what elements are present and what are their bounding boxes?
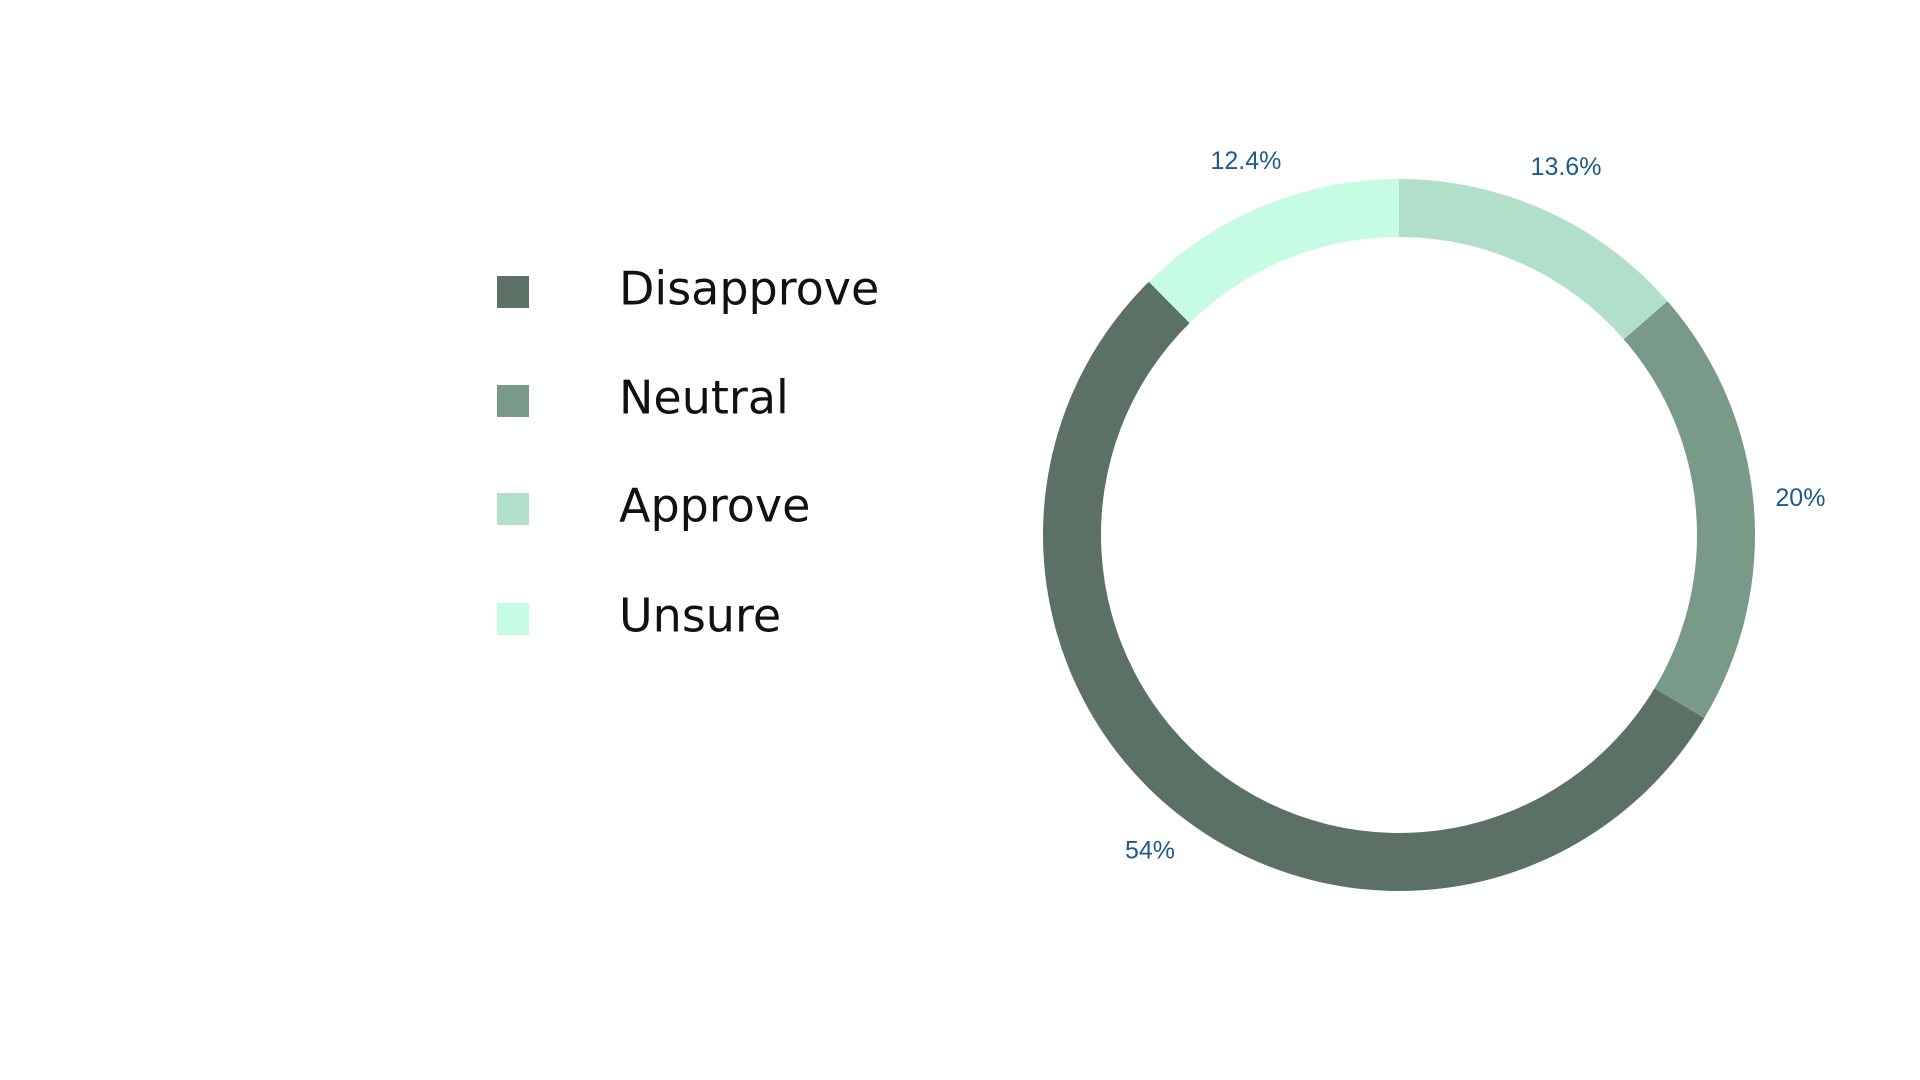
value-label: 54% <box>1125 836 1175 864</box>
donut-segment <box>1623 301 1755 719</box>
legend-swatch <box>497 493 529 525</box>
legend-swatch <box>497 603 529 635</box>
donut-segment <box>1399 179 1668 340</box>
legend-swatch <box>497 276 529 308</box>
legend-swatch <box>497 385 529 417</box>
value-label: 20% <box>1775 484 1825 512</box>
legend-label: Disapprove <box>619 262 879 316</box>
legend-label: Unsure <box>619 589 781 643</box>
value-label: 13.6% <box>1531 153 1602 181</box>
donut-segment <box>1148 179 1399 323</box>
donut-segment <box>1043 281 1705 891</box>
legend-label: Neutral <box>619 371 789 425</box>
legend-label: Approve <box>619 479 810 533</box>
value-label: 12.4% <box>1211 147 1282 175</box>
